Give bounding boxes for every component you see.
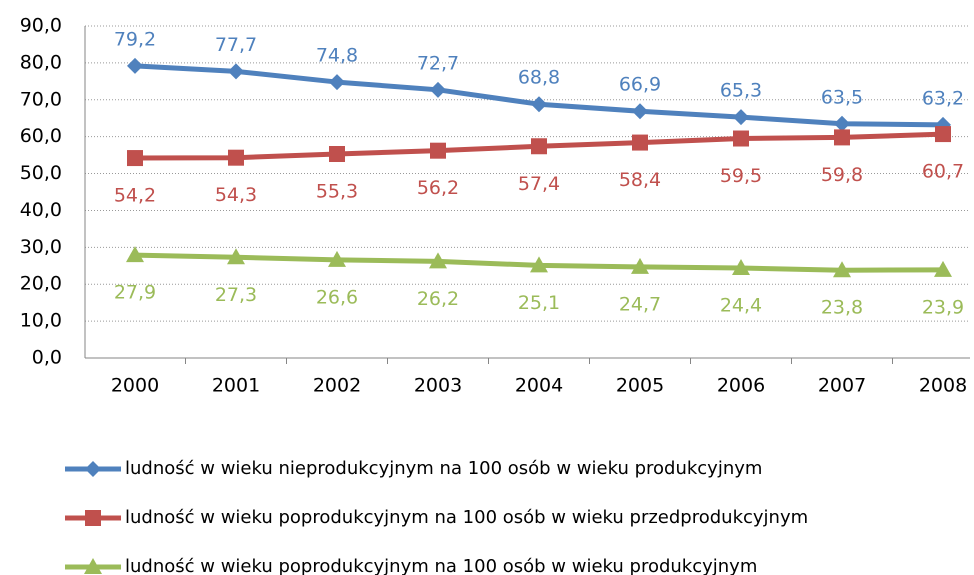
marker bbox=[935, 116, 951, 133]
data-label: 79,2 bbox=[114, 28, 156, 50]
data-label: 27,3 bbox=[215, 284, 257, 306]
marker bbox=[530, 256, 548, 273]
marker bbox=[228, 63, 244, 80]
marker bbox=[531, 138, 547, 155]
y-tick-label: 30,0 bbox=[20, 236, 62, 258]
marker bbox=[733, 130, 749, 147]
data-label: 59,8 bbox=[821, 164, 863, 186]
data-label: 54,2 bbox=[114, 185, 156, 207]
data-label: 74,8 bbox=[316, 45, 358, 67]
data-label: 60,7 bbox=[922, 161, 964, 183]
x-tick-label: 2004 bbox=[515, 375, 563, 397]
marker bbox=[430, 142, 446, 159]
marker bbox=[329, 74, 345, 91]
legend-label: ludność w wieku poprodukcyjnym na 100 os… bbox=[125, 507, 808, 528]
marker bbox=[126, 246, 144, 263]
data-label: 68,8 bbox=[518, 67, 560, 89]
data-label: 54,3 bbox=[215, 184, 257, 206]
data-label: 23,8 bbox=[821, 297, 863, 319]
y-tick-label: 70,0 bbox=[20, 88, 62, 110]
marker bbox=[127, 57, 143, 74]
x-tick-label: 2006 bbox=[717, 375, 765, 397]
marker bbox=[228, 149, 244, 166]
y-tick-label: 20,0 bbox=[20, 273, 62, 295]
data-label: 24,7 bbox=[619, 293, 661, 315]
marker bbox=[429, 252, 447, 269]
y-tick-label: 40,0 bbox=[20, 199, 62, 221]
x-tick-label: 2001 bbox=[212, 375, 260, 397]
marker bbox=[127, 150, 143, 167]
marker bbox=[430, 81, 446, 98]
data-label: 63,5 bbox=[821, 86, 863, 108]
y-tick-label: 90,0 bbox=[20, 15, 62, 37]
x-tick-label: 2000 bbox=[111, 375, 159, 397]
data-label: 66,9 bbox=[619, 74, 661, 96]
y-tick-label: 80,0 bbox=[20, 51, 62, 73]
marker bbox=[834, 129, 850, 146]
data-label: 23,9 bbox=[922, 296, 964, 318]
marker bbox=[227, 248, 245, 265]
marker bbox=[632, 103, 648, 120]
data-label: 24,4 bbox=[720, 294, 762, 316]
x-tick-label: 2008 bbox=[919, 375, 967, 397]
marker bbox=[732, 258, 750, 275]
y-tick-label: 50,0 bbox=[20, 162, 62, 184]
data-label: 26,6 bbox=[316, 286, 358, 308]
marker bbox=[935, 126, 951, 143]
data-label: 56,2 bbox=[417, 177, 459, 199]
y-tick-label: 10,0 bbox=[20, 310, 62, 332]
marker bbox=[631, 257, 649, 274]
marker bbox=[329, 146, 345, 163]
data-label: 77,7 bbox=[215, 34, 257, 56]
data-label: 65,3 bbox=[720, 80, 762, 102]
data-label: 72,7 bbox=[417, 52, 459, 74]
marker bbox=[632, 134, 648, 151]
marker bbox=[834, 115, 850, 132]
marker bbox=[85, 461, 101, 477]
data-label: 27,9 bbox=[114, 282, 156, 304]
y-tick-label: 0,0 bbox=[32, 347, 62, 369]
y-tick-label: 60,0 bbox=[20, 125, 62, 147]
x-tick-label: 2005 bbox=[616, 375, 664, 397]
data-label: 63,2 bbox=[922, 87, 964, 109]
marker bbox=[84, 558, 102, 574]
data-label: 26,2 bbox=[417, 288, 459, 310]
x-tick-label: 2003 bbox=[414, 375, 462, 397]
marker bbox=[328, 250, 346, 267]
marker bbox=[934, 260, 952, 277]
x-tick-label: 2007 bbox=[818, 375, 866, 397]
marker bbox=[531, 96, 547, 113]
marker bbox=[733, 109, 749, 126]
data-label: 25,1 bbox=[518, 292, 560, 314]
marker bbox=[833, 261, 851, 278]
data-label: 59,5 bbox=[720, 165, 762, 187]
data-label: 57,4 bbox=[518, 173, 560, 195]
data-label: 55,3 bbox=[316, 181, 358, 203]
legend-label: ludność w wieku poprodukcyjnym na 100 os… bbox=[125, 556, 757, 575]
x-tick-label: 2002 bbox=[313, 375, 361, 397]
marker bbox=[85, 510, 101, 526]
legend-label: ludność w wieku nieprodukcyjnym na 100 o… bbox=[125, 458, 762, 479]
data-label: 58,4 bbox=[619, 169, 661, 191]
